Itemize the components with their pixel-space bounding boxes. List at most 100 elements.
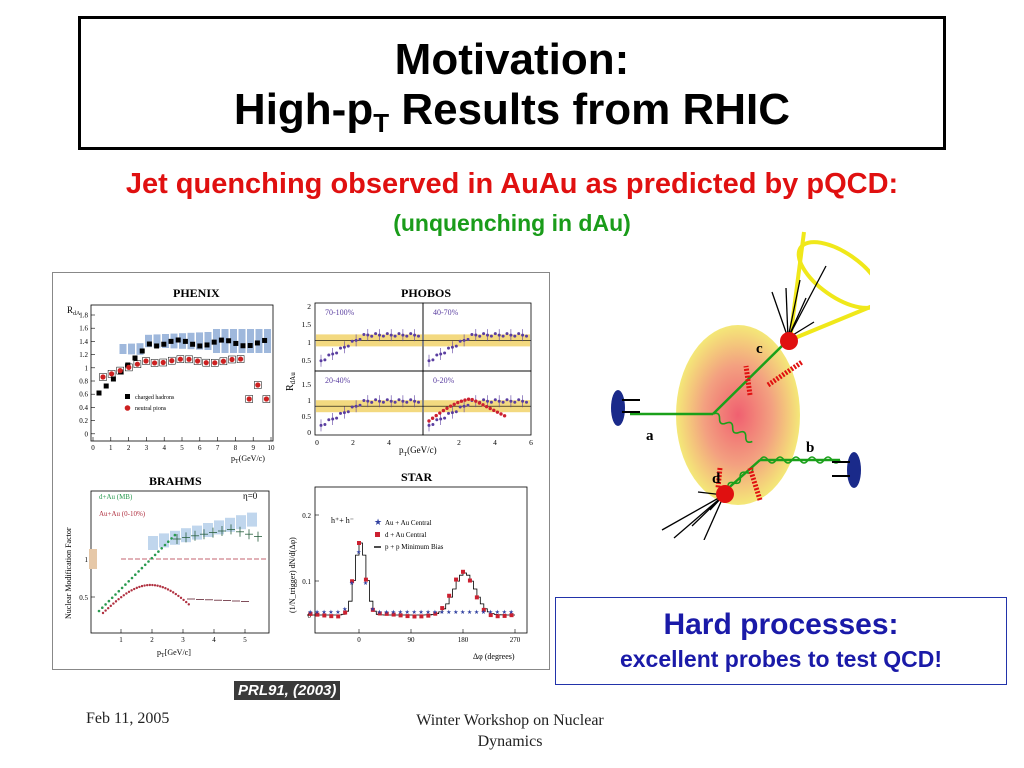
star-dau-point	[384, 611, 389, 616]
fragments-d	[661, 491, 725, 540]
phenix-charged-point	[233, 340, 239, 346]
star-auau-point: ★	[481, 609, 486, 616]
phobos-auau-point	[484, 404, 489, 409]
brahms-dau-point	[137, 570, 140, 573]
brahms-dau-syst	[148, 536, 158, 550]
phobos-point	[397, 332, 401, 336]
phobos-point	[362, 399, 366, 403]
star-dau-point	[412, 614, 417, 619]
phenix-syst-box	[196, 332, 203, 350]
phobos-point	[393, 400, 397, 404]
phobos-point	[470, 332, 474, 336]
phenix-neutral-point	[100, 374, 106, 380]
phenix-legend-neutral: neutral pions	[135, 406, 167, 412]
phobos-point	[335, 351, 339, 355]
phobos-point	[370, 334, 374, 338]
brahms-auau-point	[172, 591, 175, 594]
phobos-point	[443, 351, 447, 355]
star-auau-point: ★	[370, 606, 375, 613]
phobos-auau-point	[488, 406, 492, 411]
star-auau-point: ★	[418, 609, 423, 616]
brahms-ytick-label: 1	[85, 556, 89, 564]
phenix-syst-box	[238, 329, 246, 353]
phobos-point	[327, 353, 331, 357]
star-auau-point: ★	[432, 609, 437, 616]
phenix-neutral-point	[177, 356, 183, 362]
jet-cone	[788, 231, 870, 342]
star-dau-point	[474, 595, 479, 600]
phenix-syst-box	[119, 344, 127, 354]
phenix-neutral-box	[193, 357, 202, 365]
phobos-point	[385, 332, 389, 336]
phenix-ytick-label: 1.6	[79, 325, 88, 333]
brahms-auau-point	[112, 602, 115, 605]
phenix-charged-point	[110, 376, 116, 382]
star-dau-point	[405, 614, 410, 619]
brahms-dau-syst	[159, 533, 169, 548]
phobos-point	[458, 339, 462, 343]
phobos-auau-point	[438, 411, 442, 415]
parton-d	[716, 485, 734, 503]
star-dau-point	[467, 578, 472, 583]
brahms-dau-point	[157, 550, 160, 553]
phenix-neutral-point	[169, 358, 175, 364]
star-dau-point	[481, 607, 486, 612]
label-c: c	[756, 341, 763, 357]
phobos-point	[493, 398, 497, 402]
brahms-norm-box	[89, 549, 97, 569]
label-a: a	[646, 428, 654, 444]
phenix-charged-point	[125, 362, 131, 368]
star-auau-point: ★	[391, 609, 396, 616]
nucleus-left	[611, 390, 625, 426]
phobos-auau-point	[463, 398, 467, 402]
brahms-auau-point	[179, 596, 183, 600]
brahms-dau-point	[110, 596, 114, 600]
star-auau-point: ★	[349, 580, 354, 587]
star-ytick-label: 0	[308, 612, 312, 620]
phenix-charged-point	[211, 339, 217, 345]
phobos-point	[335, 416, 339, 420]
star-auau-point: ★	[363, 580, 368, 587]
brahms-auau-point	[146, 583, 149, 587]
phobos-point	[339, 411, 342, 415]
phenix-neutral-point	[220, 358, 226, 364]
brahms-auau-point	[187, 603, 190, 606]
star-dau-point	[447, 593, 452, 598]
star-curves: ★ ★ ★ ★ ★★★★★★★ ★ ★ ★ ★ ★ ★ ★ ★ ★ ★ ★ ★ ★ ★ ★ ★ ★ ★ ★	[307, 541, 515, 619]
star-dau-point	[343, 610, 348, 615]
brahms-auau-point	[138, 585, 141, 589]
brahms-auau-point	[122, 594, 126, 597]
phobos-ytick-label: 2	[307, 302, 311, 311]
phenix-charged-point	[96, 390, 102, 396]
phenix-neutral-box	[228, 355, 236, 364]
brahms-dau-syst	[225, 517, 235, 532]
phobos-ytick-label: 0.5	[302, 412, 312, 421]
phobos-point	[505, 332, 509, 336]
star-auau-point: ★	[307, 609, 312, 616]
phobos-point	[327, 418, 331, 422]
brahms-ytick-label: 0.5	[79, 594, 88, 602]
phobos-xtick-label: 6	[529, 438, 533, 447]
brahms-auau-point	[135, 586, 138, 590]
phobos-title: PHOBOS	[401, 286, 451, 300]
phenix-syst-box	[162, 334, 169, 348]
star-dau-point	[370, 607, 375, 612]
phenix-neutral-point	[117, 368, 123, 374]
phobos-point	[346, 344, 350, 348]
radiation-bars	[715, 359, 804, 501]
brahms-xtick-label: 1	[119, 636, 123, 644]
phobos-point	[525, 334, 528, 338]
phobos-point	[374, 398, 378, 402]
star-ylabel: (1/N_trigger) dN/d(Δφ)	[288, 537, 297, 613]
phenix-neutral-box	[176, 355, 185, 363]
star-auau-point: ★	[335, 609, 340, 616]
phobos-point	[370, 400, 374, 404]
brahms-auau-point	[133, 587, 136, 591]
star-dau-point	[398, 613, 403, 618]
phobos-panel-label: 20-40%	[325, 376, 351, 385]
star-legend-auau: Au + Au Central	[385, 519, 432, 527]
brahms-dau-point	[130, 576, 134, 580]
title-line2-suffix: Results from RHIC	[389, 85, 791, 134]
phenix-ytick-label: 0.6	[79, 391, 88, 399]
